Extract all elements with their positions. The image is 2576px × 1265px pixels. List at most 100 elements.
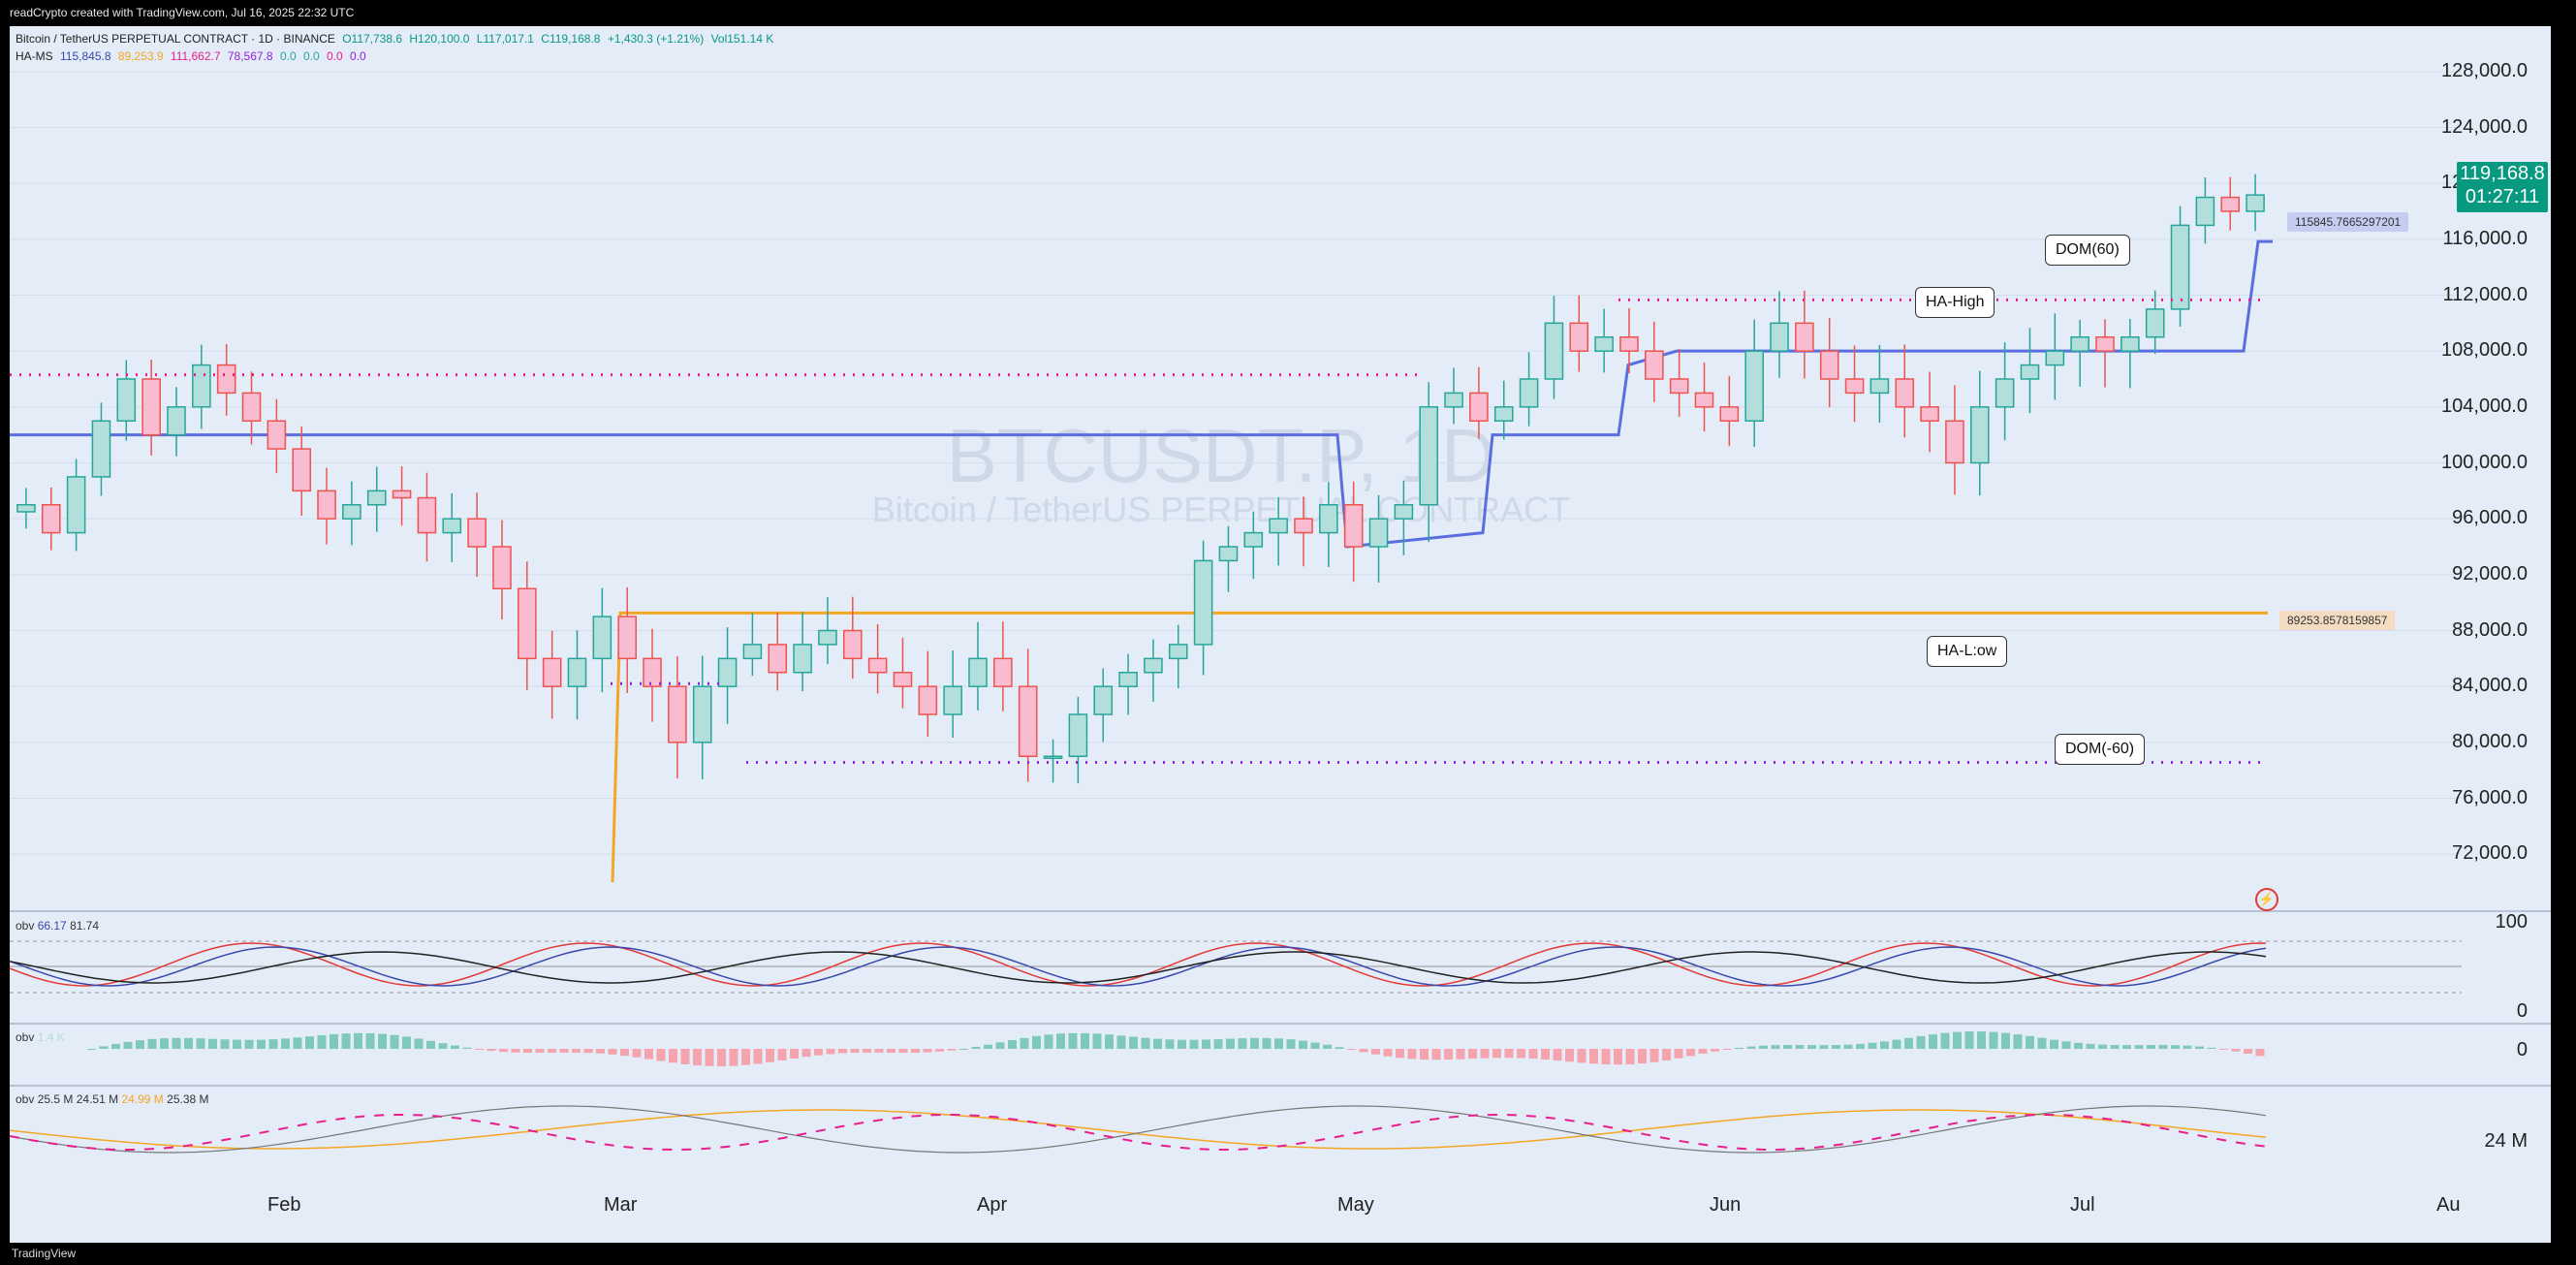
candle-body [993,657,1013,687]
candle-body [1469,392,1489,422]
price-axis-label: 100,000.0 [2441,451,2528,473]
obv2-histogram-bar [1444,1049,1453,1060]
obv2-histogram-bar [1371,1049,1380,1055]
candle-body [2246,194,2265,212]
obv2-histogram-bar [2255,1049,2265,1057]
symbol-legend[interactable]: Bitcoin / TetherUS PERPETUAL CONTRACT · … [16,32,777,46]
obv2-label: obv [16,1030,35,1044]
ha-high-callout[interactable]: HA-High [1915,287,1995,318]
obv2-histogram-bar [2219,1049,2228,1050]
price-axis-label: 88,000.0 [2452,618,2528,641]
obv2-histogram-bar [1178,1039,1186,1049]
obv-pane3-legend[interactable]: obv 25.5 M 24.51 M 24.99 M 25.38 M [16,1092,209,1106]
obv1-label: obv [16,919,35,933]
tradingview-logo[interactable]: TradingView [12,1247,77,1260]
obv2-histogram-bar [572,1049,581,1053]
obv-pane1-legend[interactable]: obv 66.17 81.74 [16,919,99,933]
hams-legend[interactable]: HA-MS 115,845.8 89,253.9 111,662.7 78,56… [16,49,370,63]
obv2-histogram-bar [1323,1044,1332,1049]
obv2-histogram-bar [850,1049,860,1054]
obv2-histogram-bar [462,1047,472,1049]
obv2-histogram-bar [1565,1049,1574,1062]
candle-body [2095,336,2115,352]
candle-body [1544,322,1564,380]
price-axis-label: 96,000.0 [2452,507,2528,529]
obv2-histogram-bar [596,1049,605,1054]
obv2-histogram-bar [1614,1049,1622,1065]
candle-body [1744,350,1764,422]
obv2-histogram-bar [1832,1045,1840,1049]
obv2-histogram-bar [1468,1049,1477,1059]
obv2-histogram-bar [1383,1049,1393,1057]
dom-plus-callout[interactable]: DOM(60) [2045,235,2130,266]
obv2-histogram-bar [1008,1040,1017,1049]
obv2-histogram-bar [801,1049,811,1058]
obv2-histogram-bar [1504,1049,1514,1059]
indicator-lines [10,239,2273,883]
candle-body [1645,350,1664,380]
candle-body [1368,518,1389,548]
price-axis-label: 124,000.0 [2441,115,2528,138]
candle-body [1619,336,1639,352]
candle-body [818,629,837,646]
hams-v1: 115,845.8 [60,49,111,63]
candle-body [617,616,637,660]
obv2-histogram-bar [402,1036,411,1049]
obv2-histogram-bar [184,1037,193,1049]
obv2-histogram-bar [971,1047,981,1049]
time-label-jun: Jun [1710,1194,1742,1216]
obv2-histogram-bar [1359,1049,1368,1053]
price-axis-label: 128,000.0 [2441,59,2528,81]
obv3-upper-line [9,1105,2267,1154]
obv2-histogram-bar [1347,1049,1356,1050]
obv2-histogram-bar [136,1040,144,1049]
obv2-histogram-bar [2195,1046,2204,1049]
obv2-histogram-bar [583,1049,593,1054]
obv2-histogram-bar [1929,1034,1937,1049]
obv1-signal-line [9,946,2267,987]
obv2-histogram-bar [559,1049,569,1053]
obv2-histogram-bar [414,1038,424,1049]
obv2-histogram-bar [1299,1040,1307,1049]
obv2-histogram-bar [959,1048,968,1050]
obv2-histogram-bar [826,1049,835,1055]
candle-body [1569,322,1589,352]
obv2-histogram-bar [1904,1037,1913,1049]
price-axis-label: 72,000.0 [2452,842,2528,865]
candle-body [116,378,137,422]
obv2-histogram-bar [777,1049,787,1060]
candle-body [1945,420,1964,464]
ha-low-callout[interactable]: HA-L:ow [1927,636,2008,667]
obv2-histogram-bar [995,1042,1005,1049]
dom-minus-callout[interactable]: DOM(-60) [2055,734,2146,765]
candle-body [167,406,186,436]
obv1-v1: 66.17 [37,919,67,933]
dom-dotted-levels [10,298,2268,764]
obv2-histogram-bar [1843,1044,1853,1049]
obv2-histogram-bar [2098,1044,2107,1049]
obv3-v4: 25.38 M [167,1092,209,1106]
obv-pane2-legend[interactable]: obv 1.4 K [16,1030,65,1044]
obv2-histogram-bar [1589,1049,1598,1064]
obv2-histogram-bar [1396,1049,1404,1059]
obv2-histogram-bar [2013,1034,2023,1049]
candle-body [1193,559,1213,646]
candle-body [643,657,662,687]
candle-body [366,490,387,506]
candle-body [2195,196,2215,227]
obv2-histogram-bar [1807,1045,1816,1049]
candle-body [2070,336,2089,352]
obv2-histogram-bar [2061,1041,2071,1049]
obv2-histogram-bar [365,1032,375,1049]
obv2-histogram-bar [1746,1046,1756,1049]
obv2-histogram-bar [2001,1032,2010,1049]
price-axis-label: 112,000.0 [2442,283,2529,305]
obv2-histogram-bar [268,1039,278,1049]
alert-bolt-icon[interactable]: ⚡ [2255,888,2278,911]
obv2-histogram-bar [644,1049,653,1059]
obv3-v1: 25.5 M [37,1092,74,1106]
hams-v7: 0.0 [327,49,343,63]
candle-body [2145,308,2165,338]
obv2-histogram-bar [1735,1047,1744,1049]
